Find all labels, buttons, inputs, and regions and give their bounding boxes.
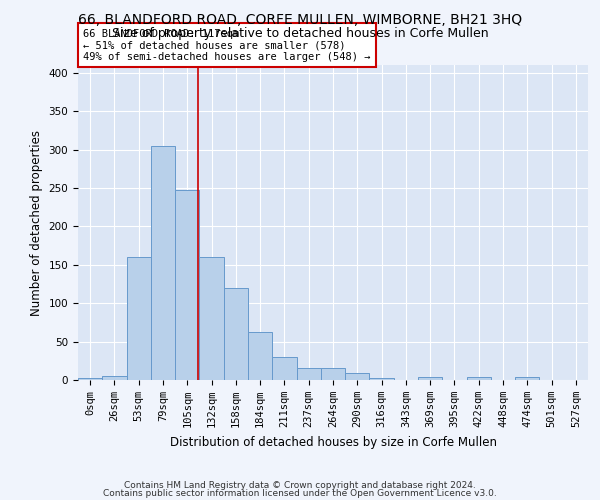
- Text: Size of property relative to detached houses in Corfe Mullen: Size of property relative to detached ho…: [112, 28, 488, 40]
- X-axis label: Distribution of detached houses by size in Corfe Mullen: Distribution of detached houses by size …: [170, 436, 497, 448]
- Bar: [151, 146, 175, 380]
- Bar: [345, 373, 370, 380]
- Bar: [78, 378, 102, 380]
- Bar: [199, 257, 224, 380]
- Text: 66 BLANDFORD ROAD: 117sqm
← 51% of detached houses are smaller (578)
49% of semi: 66 BLANDFORD ROAD: 117sqm ← 51% of detac…: [83, 28, 371, 62]
- Bar: [272, 357, 296, 380]
- Bar: [467, 377, 491, 380]
- Text: 66, BLANDFORD ROAD, CORFE MULLEN, WIMBORNE, BH21 3HQ: 66, BLANDFORD ROAD, CORFE MULLEN, WIMBOR…: [78, 12, 522, 26]
- Bar: [248, 332, 272, 380]
- Bar: [418, 377, 442, 380]
- Bar: [515, 377, 539, 380]
- Bar: [370, 378, 394, 380]
- Text: Contains HM Land Registry data © Crown copyright and database right 2024.: Contains HM Land Registry data © Crown c…: [124, 481, 476, 490]
- Y-axis label: Number of detached properties: Number of detached properties: [30, 130, 43, 316]
- Bar: [127, 257, 151, 380]
- Bar: [175, 190, 199, 380]
- Bar: [224, 288, 248, 380]
- Bar: [102, 376, 127, 380]
- Bar: [296, 368, 321, 380]
- Text: Contains public sector information licensed under the Open Government Licence v3: Contains public sector information licen…: [103, 488, 497, 498]
- Bar: [321, 368, 345, 380]
